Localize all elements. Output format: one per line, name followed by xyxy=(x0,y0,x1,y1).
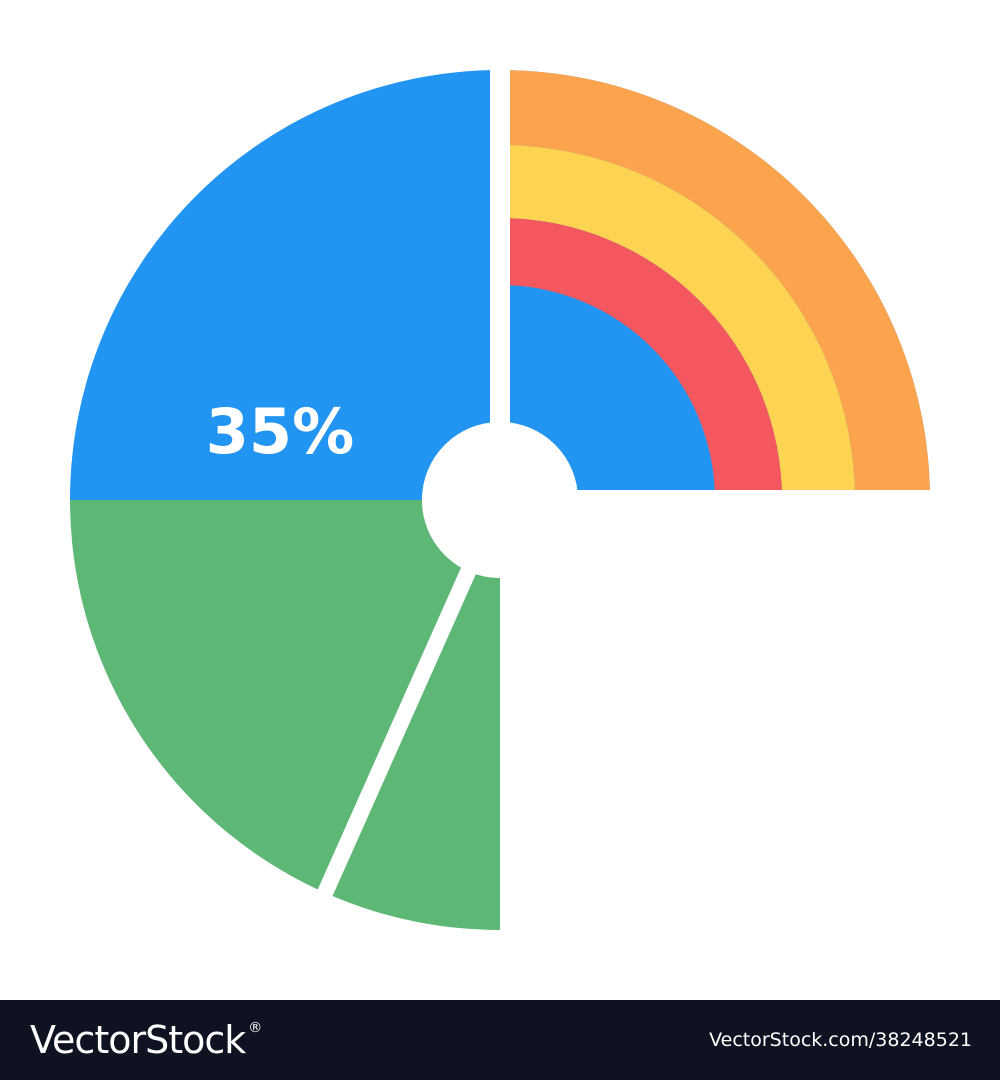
pie-center-hole xyxy=(422,422,578,578)
image-id: VectorStock.com/38248521 xyxy=(709,1029,972,1051)
pie-ring-red xyxy=(500,218,782,500)
pie-ring-orange xyxy=(500,70,930,500)
registered-mark: ® xyxy=(248,1020,262,1036)
pie-slice-green xyxy=(70,500,500,930)
watermark-footer: VectorStock ® VectorStock.com/38248521 xyxy=(0,1000,1000,1080)
slice-label-25: 25% xyxy=(576,693,724,766)
pie-ring-yellow xyxy=(500,145,855,500)
pie-chart: 35% 25% xyxy=(70,70,930,930)
vectorstock-logo: VectorStock ® xyxy=(30,1018,262,1062)
brand-name: VectorStock xyxy=(30,1018,246,1062)
slice-label-35: 35% xyxy=(206,395,354,468)
pie-chart-svg: 35% 25% xyxy=(70,70,930,930)
